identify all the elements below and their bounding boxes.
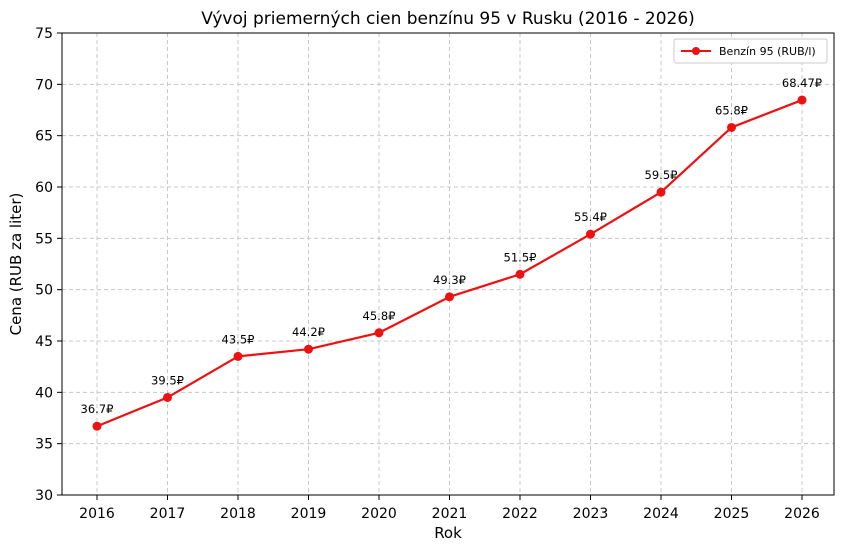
data-label: 44.2₽ bbox=[292, 325, 325, 339]
data-label: 39.5₽ bbox=[151, 373, 184, 387]
data-label: 59.5₽ bbox=[645, 168, 678, 182]
x-tick-label: 2020 bbox=[361, 506, 397, 522]
data-label: 45.8₽ bbox=[363, 309, 396, 323]
series-layer bbox=[92, 95, 807, 431]
y-tick-label: 35 bbox=[35, 437, 53, 453]
data-point bbox=[374, 328, 384, 338]
y-tick-label: 70 bbox=[35, 77, 53, 93]
y-tick-label: 50 bbox=[35, 283, 53, 299]
y-axis-label: Cena (RUB za liter) bbox=[7, 193, 25, 336]
y-tick-label: 65 bbox=[35, 129, 53, 145]
legend-marker bbox=[692, 47, 700, 55]
x-axis-label: Rok bbox=[434, 524, 462, 542]
data-label: 36.7₽ bbox=[81, 402, 114, 416]
x-tick-label: 2018 bbox=[220, 506, 256, 522]
y-tick-label: 55 bbox=[35, 231, 53, 247]
data-label: 68.47₽ bbox=[782, 76, 822, 90]
data-point bbox=[233, 351, 243, 361]
y-tick-label: 60 bbox=[35, 180, 53, 196]
data-point bbox=[92, 421, 102, 431]
y-tick-label: 40 bbox=[35, 385, 53, 401]
data-point bbox=[163, 392, 172, 402]
data-point bbox=[445, 292, 454, 302]
legend-label: Benzín 95 (RUB/l) bbox=[719, 45, 816, 58]
data-label: 55.4₽ bbox=[574, 210, 607, 224]
x-tick-label: 2026 bbox=[784, 506, 820, 522]
data-point bbox=[304, 344, 313, 354]
x-tick-label: 2021 bbox=[432, 506, 468, 522]
x-tick-label: 2017 bbox=[150, 506, 186, 522]
x-tick-label: 2023 bbox=[573, 506, 609, 522]
y-tick-label: 30 bbox=[35, 488, 53, 504]
data-point bbox=[727, 122, 736, 132]
axes: 30 35 40 45 50 55 60 65 70 75 2016 2017 2018 2019 2020… bbox=[35, 26, 820, 522]
data-labels: 36.7₽ 39.5₽ 43.5₽ 44.2₽ 45.8₽ 49.3₽ 51.5₽ 55.4₽… bbox=[81, 76, 823, 416]
data-label: 49.3₽ bbox=[433, 273, 466, 287]
data-label: 51.5₽ bbox=[504, 250, 537, 264]
grid bbox=[62, 33, 834, 495]
x-tick-label: 2016 bbox=[79, 506, 115, 522]
data-point bbox=[797, 95, 807, 105]
x-tick-label: 2019 bbox=[291, 506, 327, 522]
data-label: 65.8₽ bbox=[715, 103, 748, 117]
plot-frame bbox=[61, 32, 835, 496]
x-tick-label: 2025 bbox=[714, 506, 750, 522]
legend-box bbox=[673, 38, 828, 64]
data-point bbox=[586, 229, 595, 239]
data-point bbox=[656, 187, 666, 197]
chart-title: Vývoj priemerných cien benzínu 95 v Rusk… bbox=[201, 9, 695, 29]
y-tick-label: 75 bbox=[35, 26, 53, 42]
x-tick-label: 2024 bbox=[643, 506, 679, 522]
data-point bbox=[515, 269, 525, 279]
data-label: 43.5₽ bbox=[222, 332, 255, 346]
x-tick-label: 2022 bbox=[502, 506, 538, 522]
y-tick-label: 45 bbox=[35, 334, 53, 350]
legend: Benzín 95 (RUB/l) bbox=[673, 38, 828, 64]
